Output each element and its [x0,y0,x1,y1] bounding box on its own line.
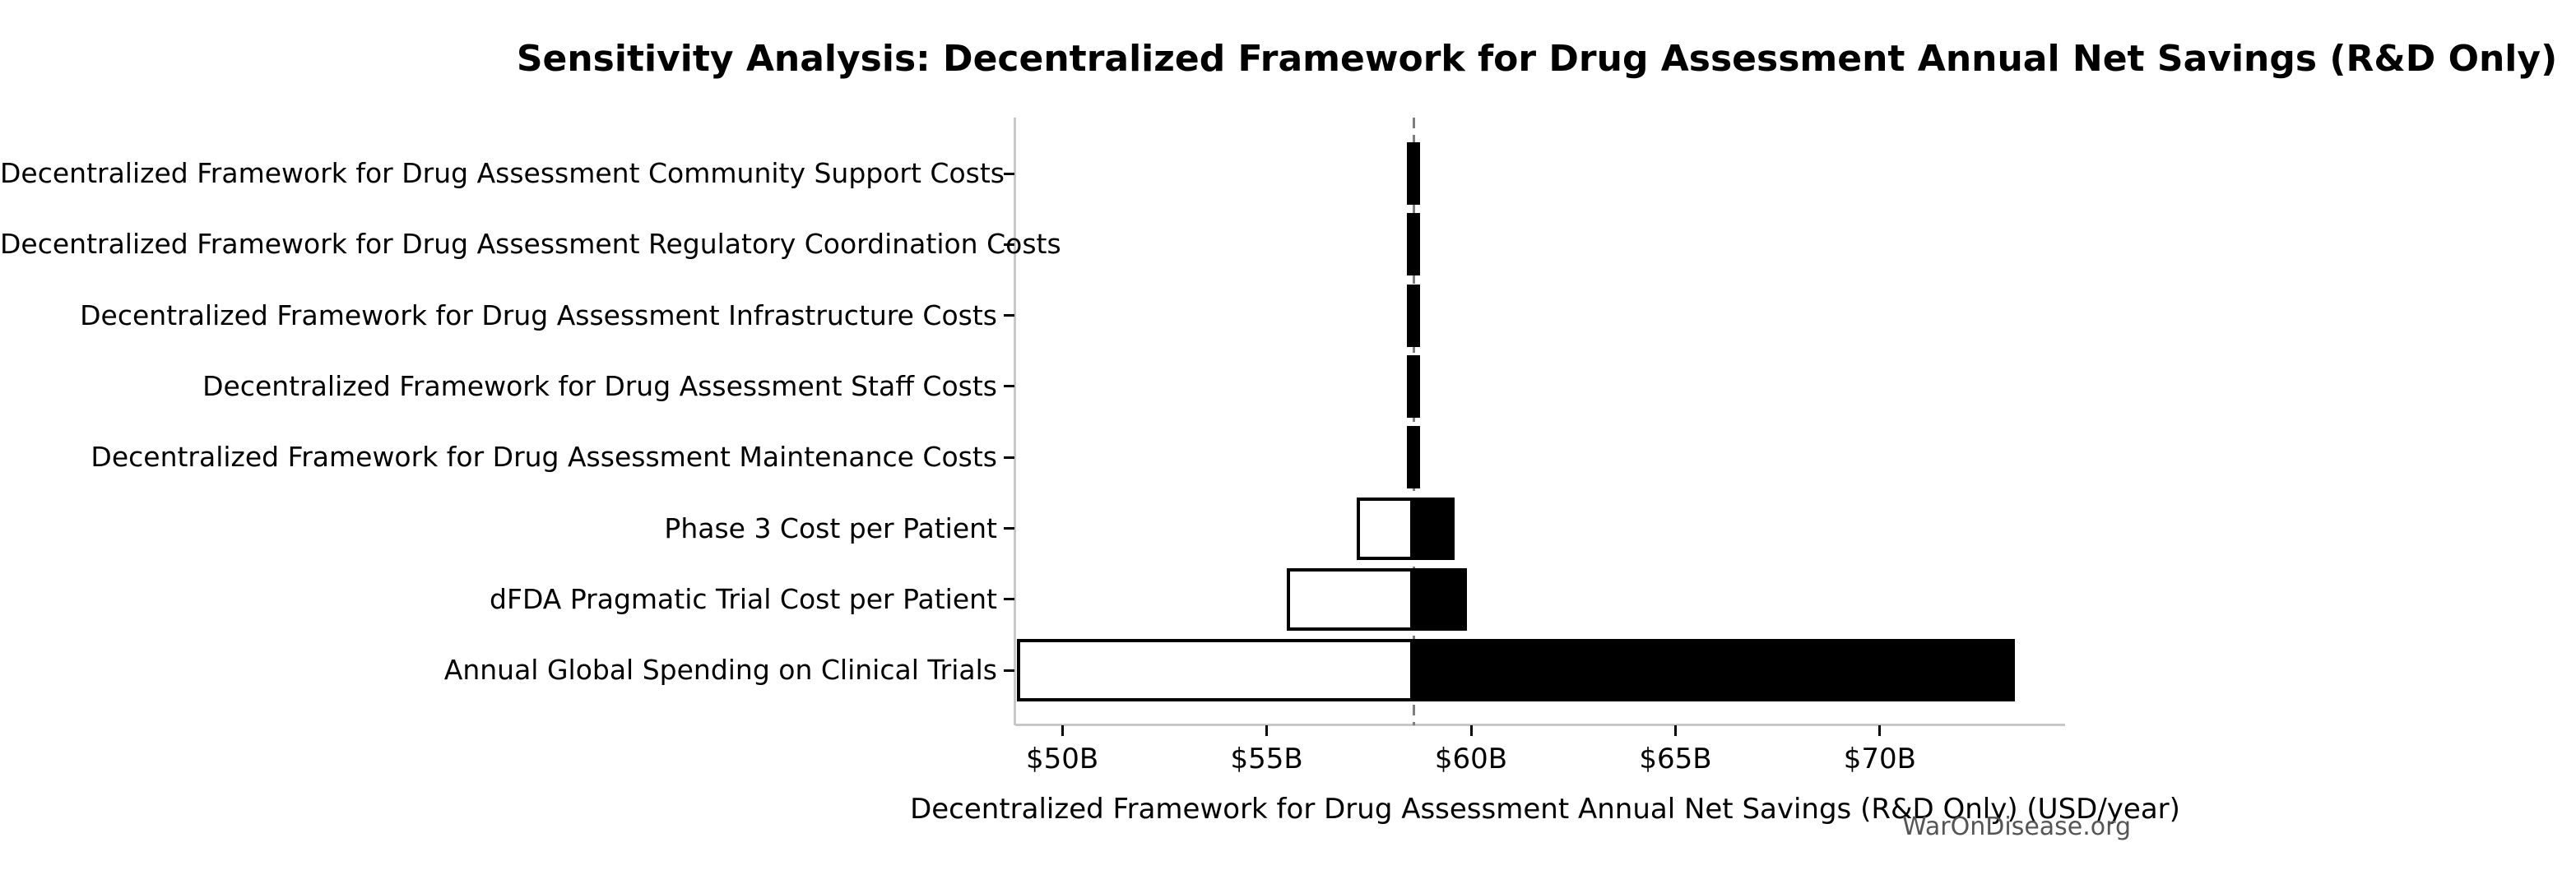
bar-low-1 [1407,213,1414,276]
bar-high-7 [1413,639,2015,702]
bar-low-6 [1287,567,1414,631]
y-axis-label: Decentralized Framework for Drug Assessm… [0,157,1005,189]
y-axis-spine [1014,118,1016,725]
y-axis-label: Phase 3 Cost per Patient [664,511,997,544]
baseline-dashed-line [1412,118,1415,725]
y-axis-label: dFDA Pragmatic Trial Cost per Patient [490,582,997,615]
y-axis-label: Decentralized Framework for Drug Assessm… [0,228,1061,261]
x-axis-spine [1015,724,2065,726]
y-axis-label: Decentralized Framework for Drug Assessm… [202,369,997,402]
y-tick [1004,598,1014,601]
x-tick [1469,725,1473,736]
bar-low-4 [1407,426,1414,489]
x-tick-label: $60B [1434,743,1508,775]
y-axis-label: Decentralized Framework for Drug Assessm… [91,441,997,474]
bar-low-7 [1017,639,1414,702]
x-tick [1878,725,1882,736]
x-tick-label: $70B [1843,743,1917,775]
bar-low-2 [1407,284,1414,347]
x-tick [1061,725,1064,736]
bar-low-5 [1356,497,1414,560]
x-tick-label: $50B [1026,743,1099,775]
y-tick [1004,314,1014,317]
x-tick [1673,725,1677,736]
y-tick [1004,243,1014,246]
bar-high-4 [1413,426,1421,489]
bar-high-3 [1413,354,1421,418]
bar-high-6 [1413,567,1468,631]
bar-low-0 [1407,142,1414,205]
y-tick [1004,172,1014,175]
y-tick [1004,385,1014,388]
x-tick-label: $55B [1230,743,1303,775]
y-axis-label: Decentralized Framework for Drug Assessm… [80,299,997,331]
x-tick [1265,725,1269,736]
bar-high-0 [1413,142,1421,205]
y-axis-label: Annual Global Spending on Clinical Trial… [443,654,997,687]
bar-low-3 [1407,354,1414,418]
x-axis-label: Decentralized Framework for Drug Assessm… [910,793,2180,826]
y-tick [1004,669,1014,672]
y-tick [1004,456,1014,459]
bar-high-5 [1413,497,1455,560]
bar-high-1 [1413,213,1421,276]
x-tick-label: $65B [1639,743,1712,775]
bar-high-2 [1413,284,1421,347]
watermark: WarOnDisease.org [1902,812,2131,841]
y-tick [1004,527,1014,530]
chart-title: Sensitivity Analysis: Decentralized Fram… [516,38,2558,80]
